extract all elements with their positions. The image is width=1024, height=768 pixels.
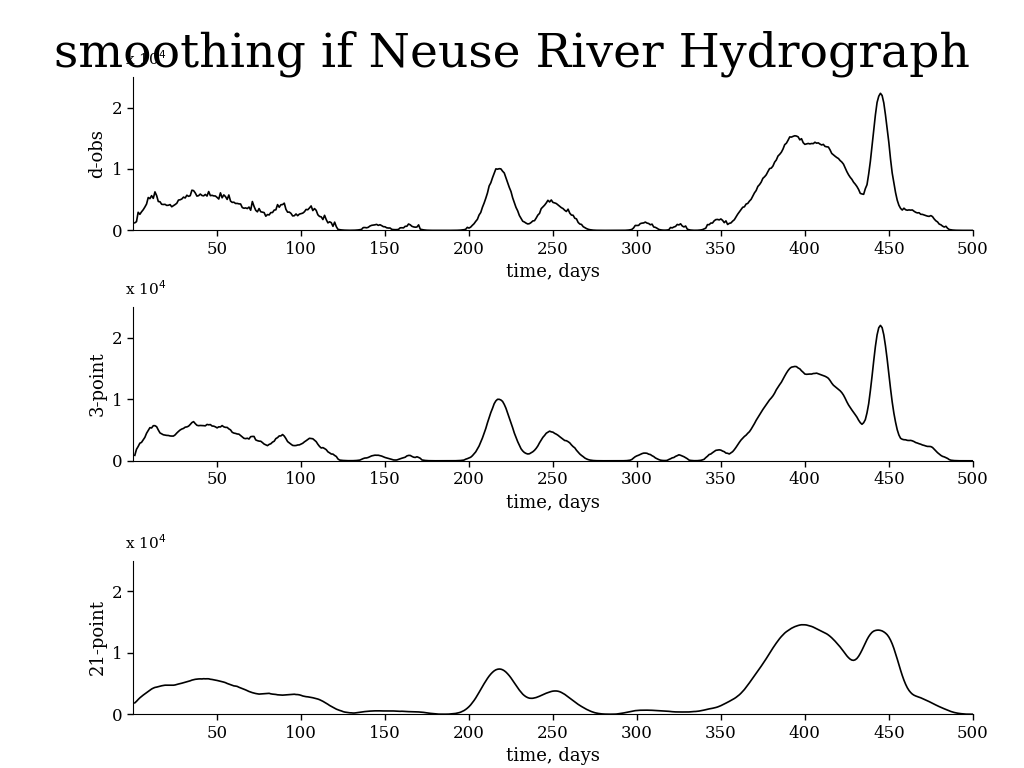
Y-axis label: 3-point: 3-point [88, 352, 106, 416]
Text: x 10$^4$: x 10$^4$ [125, 280, 166, 298]
Y-axis label: 21-point: 21-point [88, 600, 106, 675]
X-axis label: time, days: time, days [506, 263, 600, 281]
Text: smoothing if Neuse River Hydrograph: smoothing if Neuse River Hydrograph [54, 31, 970, 78]
Y-axis label: d-obs: d-obs [88, 129, 106, 178]
Text: x 10$^4$: x 10$^4$ [125, 533, 166, 551]
X-axis label: time, days: time, days [506, 747, 600, 765]
Text: x 10$^4$: x 10$^4$ [125, 49, 166, 68]
X-axis label: time, days: time, days [506, 494, 600, 511]
